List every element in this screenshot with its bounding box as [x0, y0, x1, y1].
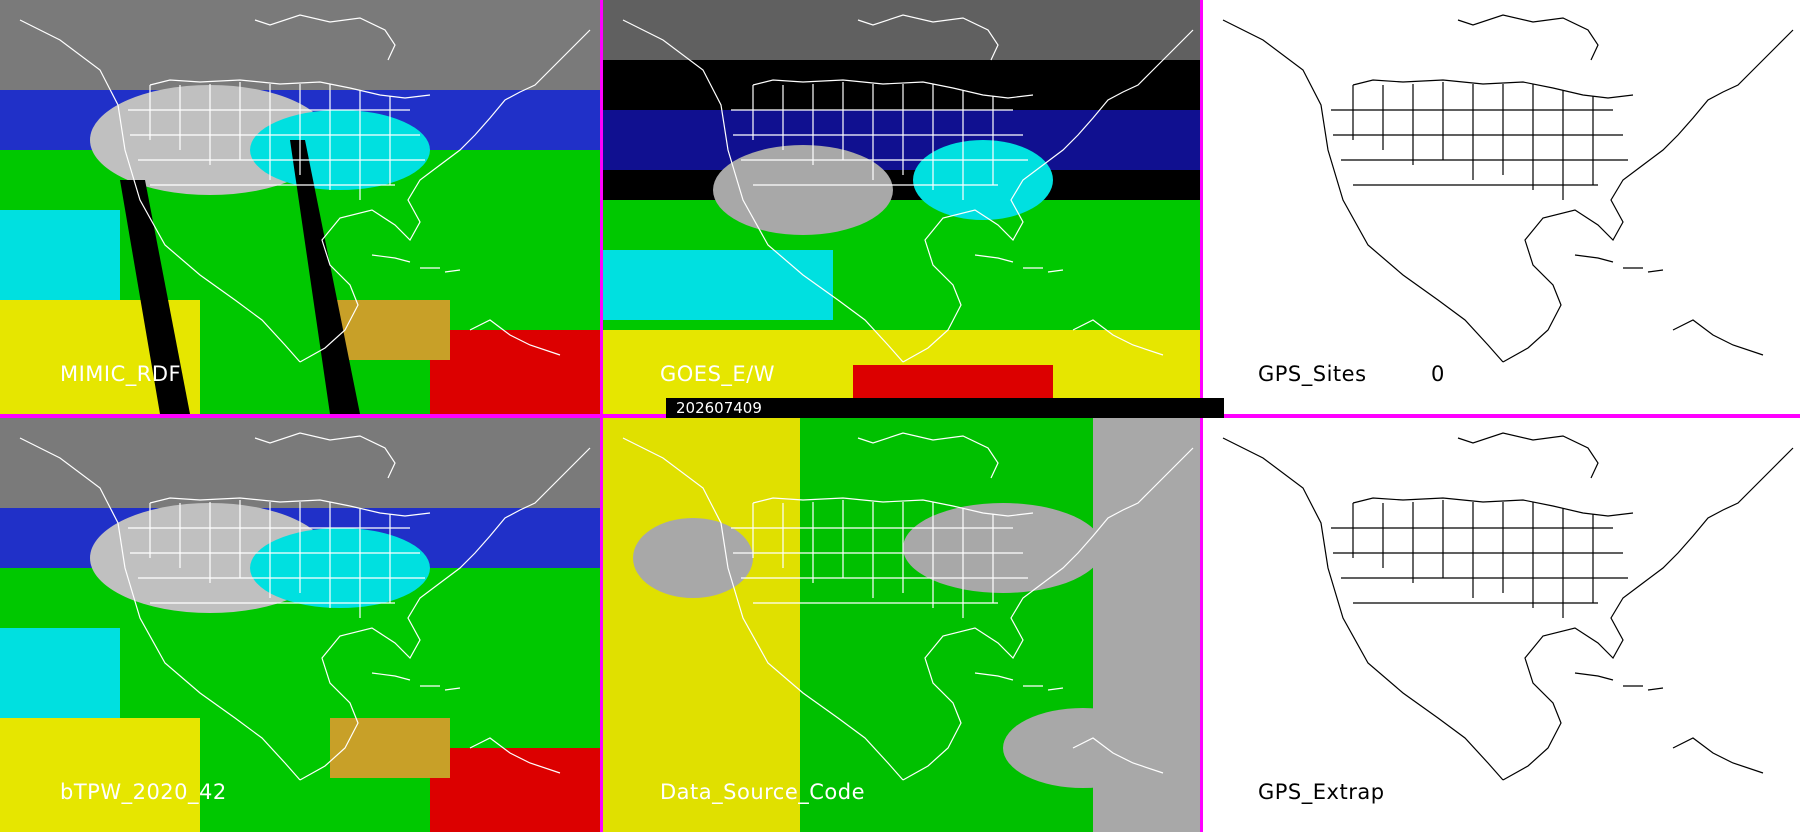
panel-label: MIMIC_RDF [60, 362, 182, 386]
panel-gps-extrap: GPS_Extrap [1203, 418, 1800, 832]
panel-mimic-rdf: MIMIC_RDF [0, 0, 600, 414]
map-goes-ew [603, 0, 1200, 414]
timestamp: 202607409 [676, 399, 762, 417]
panel-label: GPS_Sites [1258, 362, 1367, 386]
panel-data-source-code: Data_Source_Code [603, 418, 1200, 832]
panel-label: GOES_E/W [660, 362, 776, 386]
panel-btpw: bTPW_2020_42 [0, 418, 600, 832]
timestamp-bar: 202607409 [666, 398, 1224, 418]
divider-vertical-right-lower [1200, 418, 1203, 832]
map-gps-sites [1203, 0, 1800, 414]
panel-label: GPS_Extrap [1258, 780, 1385, 804]
panel-label: Data_Source_Code [660, 780, 866, 804]
gps-site-count: 0 [1431, 362, 1445, 386]
map-data-source-code [603, 418, 1200, 832]
panel-gps-sites: GPS_Sites 0 [1203, 0, 1800, 414]
map-mimic-rdf [0, 0, 600, 414]
map-gps-extrap [1203, 418, 1800, 832]
panel-goes-ew: GOES_E/W [603, 0, 1200, 414]
panel-label: bTPW_2020_42 [60, 780, 227, 804]
divider-vertical-right [1200, 0, 1203, 418]
map-btpw [0, 418, 600, 832]
